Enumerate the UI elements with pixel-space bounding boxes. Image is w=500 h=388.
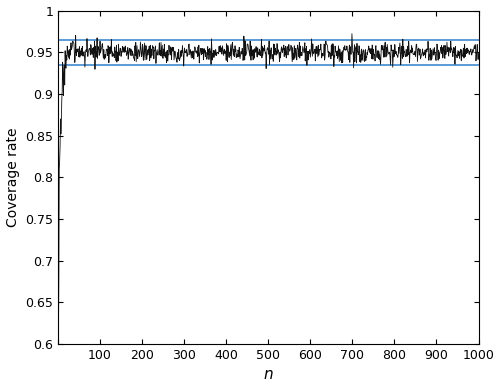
X-axis label: n: n bbox=[264, 367, 273, 383]
Y-axis label: Coverage rate: Coverage rate bbox=[6, 128, 20, 227]
